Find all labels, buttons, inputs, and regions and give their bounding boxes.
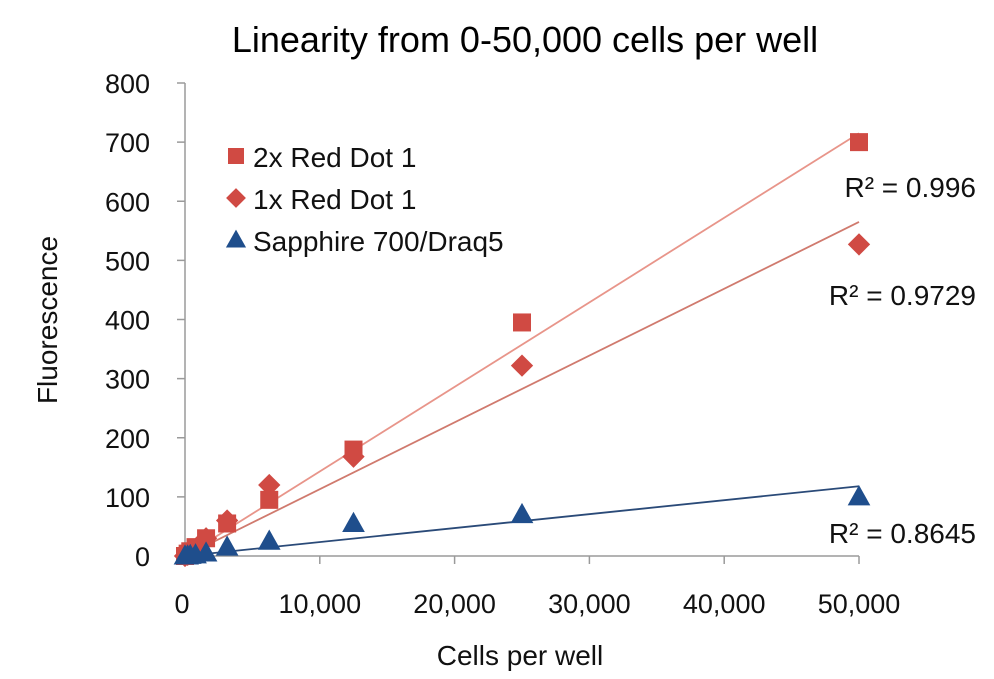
x-tick-label: 50,000	[818, 589, 901, 619]
legend-item-label: 2x Red Dot 1	[253, 142, 416, 173]
diamond-marker	[510, 354, 534, 377]
square-marker	[260, 490, 279, 509]
triangle-marker	[510, 502, 534, 524]
x-axis-label: Cells per well	[437, 640, 604, 671]
x-tick-label: 20,000	[413, 589, 496, 619]
y-tick-label: 0	[135, 542, 150, 572]
square-marker	[850, 133, 868, 152]
y-tick-label: 300	[105, 365, 150, 395]
r-squared-label: R² = 0.996	[844, 172, 976, 203]
y-axis: 0 100 200 300 400 500 600 700 800	[105, 69, 186, 572]
triangle-marker	[342, 511, 365, 532]
x-tick-label: 10,000	[279, 589, 362, 619]
series-points	[173, 485, 871, 565]
triangle-marker	[257, 529, 281, 550]
y-tick-label: 200	[105, 424, 150, 454]
legend: 2x Red Dot 1 1x Red Dot 1 Sapphire 700/Dra…	[225, 142, 504, 257]
y-tick-label: 600	[105, 187, 150, 217]
legend-item-label: 1x Red Dot 1	[253, 184, 416, 215]
y-tick-label: 100	[105, 483, 150, 513]
triangle-marker	[847, 485, 871, 506]
x-tick-label: 30,000	[548, 589, 631, 619]
r-squared-labels: R² = 0.996 R² = 0.9729 R² = 0.8645	[829, 172, 976, 549]
data-points	[173, 133, 871, 568]
square-marker	[513, 313, 531, 332]
x-axis: 0 10,000 20,000 30,000 40,000 50,000	[174, 555, 901, 619]
diamond-marker	[847, 233, 871, 256]
y-tick-label: 700	[105, 128, 150, 158]
triangle-marker	[215, 535, 239, 556]
y-tick-label: 400	[105, 306, 150, 336]
trendline	[184, 132, 860, 557]
diamond-marker	[342, 445, 365, 468]
diamond-marker	[194, 527, 218, 550]
triangle-marker	[194, 541, 218, 562]
x-tick-label: 0	[174, 589, 189, 619]
r-squared-label: R² = 0.9729	[829, 280, 976, 311]
y-tick-label: 500	[105, 246, 150, 276]
triangle-marker	[225, 229, 247, 248]
y-tick-label: 800	[105, 69, 150, 99]
diamond-marker	[258, 473, 281, 497]
r-squared-label: R² = 0.8645	[829, 518, 976, 549]
y-axis-label: Fluorescence	[32, 236, 63, 404]
diamond-marker	[215, 509, 239, 532]
square-marker	[228, 148, 244, 164]
chart-title: Linearity from 0-50,000 cells per well	[232, 19, 818, 60]
x-tick-label: 40,000	[683, 589, 766, 619]
legend-item-label: Sapphire 700/Draq5	[253, 226, 504, 257]
diamond-marker	[226, 188, 246, 208]
trendline	[184, 221, 860, 557]
